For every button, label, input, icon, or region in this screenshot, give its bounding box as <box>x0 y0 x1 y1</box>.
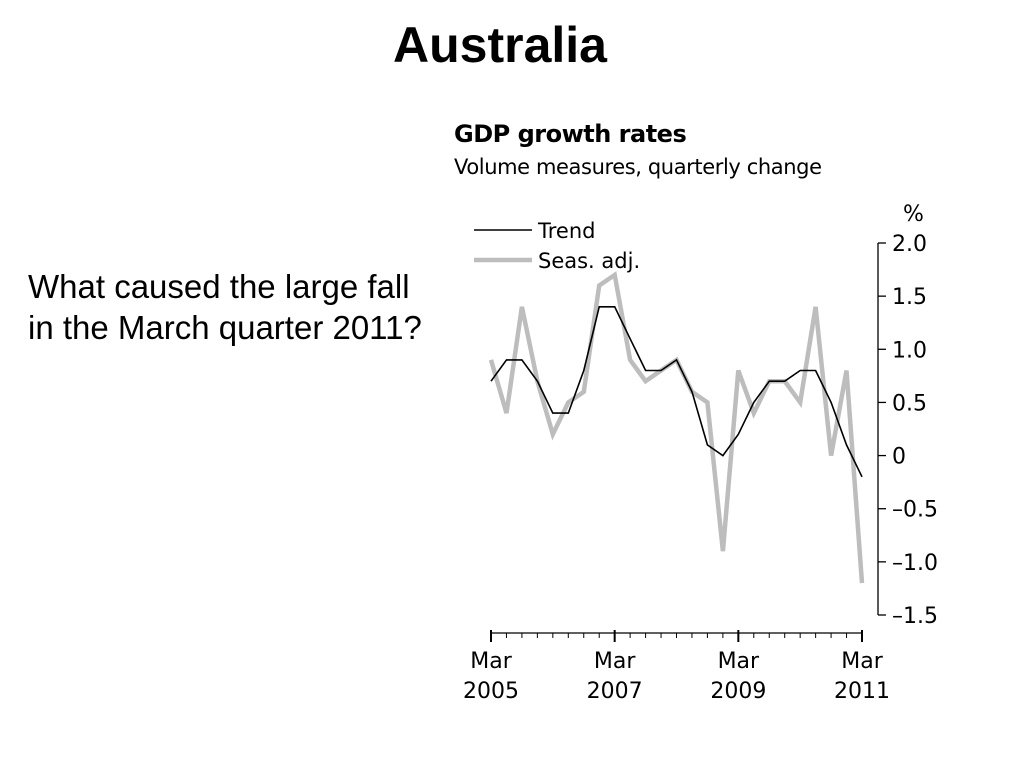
question-text: What caused the large fall in the March … <box>28 268 422 346</box>
x-tick-label-year: 2005 <box>463 679 519 704</box>
legend-label-seas-adj: Seas. adj. <box>538 249 640 273</box>
chart-title: GDP growth rates <box>454 120 687 148</box>
x-tick-label-year: 2007 <box>587 679 643 704</box>
y-tick-label: –1.0 <box>892 551 938 576</box>
x-tick-label-year: 2009 <box>710 679 766 704</box>
y-tick-label: 1.0 <box>892 338 927 363</box>
x-tick-label-month: Mar <box>470 649 512 674</box>
series-line-trend <box>490 305 863 478</box>
y-tick-label: 2.0 <box>892 232 927 257</box>
x-tick-label-month: Mar <box>594 649 636 674</box>
chart-subtitle: Volume measures, quarterly change <box>454 155 822 179</box>
series-line-seas-adj <box>488 271 865 584</box>
y-tick-label: 0 <box>892 445 906 470</box>
x-tick-label-month: Mar <box>841 649 883 674</box>
x-tick-label-month: Mar <box>718 649 760 674</box>
y-tick-label: 0.5 <box>892 391 927 416</box>
y-tick-label: –1.5 <box>892 604 938 629</box>
legend-label-trend: Trend <box>537 219 595 243</box>
slide-title: Australia <box>393 17 607 73</box>
x-tick-label-year: 2011 <box>834 679 890 704</box>
y-unit-label: % <box>903 202 924 227</box>
y-tick-label: –0.5 <box>892 498 938 523</box>
y-tick-label: 1.5 <box>892 285 927 310</box>
